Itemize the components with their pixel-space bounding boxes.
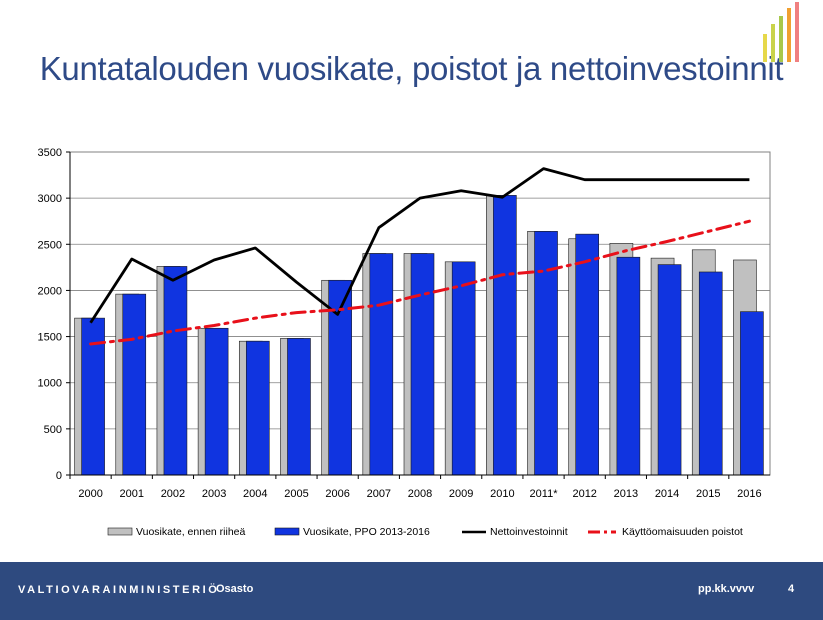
y-tick-label: 3000 (38, 193, 62, 205)
y-tick-label: 2500 (38, 239, 62, 251)
logo-bar (763, 34, 767, 62)
chart: 0 500 1000 1500 2000 2500 3000 3500 2000 2001 2002… (38, 147, 771, 538)
y-tick-label: 2000 (38, 285, 62, 297)
chart-axes: 0 500 1000 1500 2000 2500 3000 3500 2000 2001 2002… (38, 147, 770, 500)
x-tick-label: 2012 (572, 488, 596, 500)
x-tick-label: 2002 (161, 488, 185, 500)
footer-bar: VALTIOVARAINMINISTERIÖ Osasto pp.kk.vvvv… (0, 562, 823, 620)
bar-vuosikate-ppo (204, 327, 229, 476)
footer-department: Osasto (216, 583, 254, 595)
bar-vuosikate-ppo (451, 261, 476, 476)
x-tick-label: 2015 (696, 488, 720, 500)
footer-date: pp.kk.vvvv (698, 583, 755, 595)
x-tick-label: 2009 (449, 488, 473, 500)
x-tick-label: 2004 (243, 488, 267, 500)
logo-bar (795, 2, 799, 62)
legend-swatch (107, 527, 133, 536)
slide-title: Kuntatalouden vuosikate, poistot ja nett… (39, 50, 784, 87)
bar-vuosikate-ppo (287, 338, 311, 476)
line-kayttoomaisuuden-poistot (89, 219, 751, 346)
logo-bar (771, 24, 775, 62)
bar-vuosikate-ppo (122, 293, 147, 476)
legend-label: Nettoinvestoinnit (490, 526, 568, 538)
y-tick-label: 3500 (38, 147, 62, 159)
x-tick-label: 2000 (78, 488, 102, 500)
x-tick-label: 2014 (655, 488, 679, 500)
x-tick-label: 2006 (325, 488, 349, 500)
x-tick-label: 2016 (737, 488, 761, 500)
logo-bar (787, 8, 791, 62)
bar-vuosikate-ppo (740, 311, 764, 476)
bar-vuosikate-ppo (616, 256, 641, 476)
x-tick-label: 2008 (408, 488, 432, 500)
chart-bars (74, 195, 764, 476)
x-tick-label: 2013 (614, 488, 638, 500)
chart-lines (89, 167, 751, 346)
legend-label: Vuosikate, PPO 2013-2016 (303, 526, 430, 538)
bar-vuosikate-ppo (163, 266, 188, 476)
y-tick-label: 0 (56, 470, 62, 482)
legend-label: Käyttöomaisuuden poistot (622, 526, 743, 538)
bar-vuosikate-ppo (657, 264, 682, 476)
x-tick-label: 2011* (530, 488, 559, 500)
x-tick-label: 2003 (202, 488, 226, 500)
chart-legend: Vuosikate, ennen riiheä Vuosikate, PPO 20… (107, 526, 743, 538)
line-nettoinvestoinnit (89, 167, 750, 324)
x-tick-label: 2007 (367, 488, 391, 500)
y-tick-label: 1500 (38, 332, 62, 344)
y-tick-label: 1000 (38, 378, 62, 390)
legend-swatch (274, 527, 300, 536)
ministry-logo-bars (761, 2, 811, 62)
bar-vuosikate-ppo (698, 271, 723, 476)
y-tick-label: 500 (44, 424, 62, 436)
bar-vuosikate-ppo (369, 253, 394, 476)
bar-vuosikate-ppo (245, 340, 270, 476)
bar-vuosikate-ppo (410, 253, 435, 476)
logo-bar (779, 16, 783, 62)
x-tick-label: 2001 (120, 488, 144, 500)
footer-page-number: 4 (788, 583, 795, 595)
legend-label: Vuosikate, ennen riiheä (136, 526, 246, 538)
footer-ministry-name: VALTIOVARAINMINISTERIÖ (18, 584, 220, 596)
bar-vuosikate-ppo (575, 233, 600, 476)
x-tick-label: 2005 (284, 488, 308, 500)
bar-vuosikate-ppo (493, 195, 517, 476)
x-tick-label: 2010 (490, 488, 514, 500)
